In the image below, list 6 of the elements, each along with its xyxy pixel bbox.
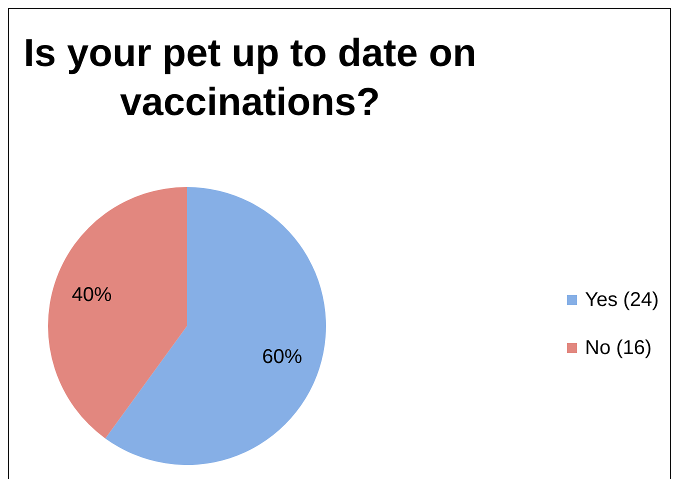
legend-label: No (16) [585,336,652,360]
pie-slice [48,187,187,438]
chart-title: Is your pet up to date on vaccinations? [22,31,478,126]
data-label: 60% [262,346,302,368]
data-label: 40% [72,284,112,306]
legend-label: Yes (24) [585,288,659,312]
